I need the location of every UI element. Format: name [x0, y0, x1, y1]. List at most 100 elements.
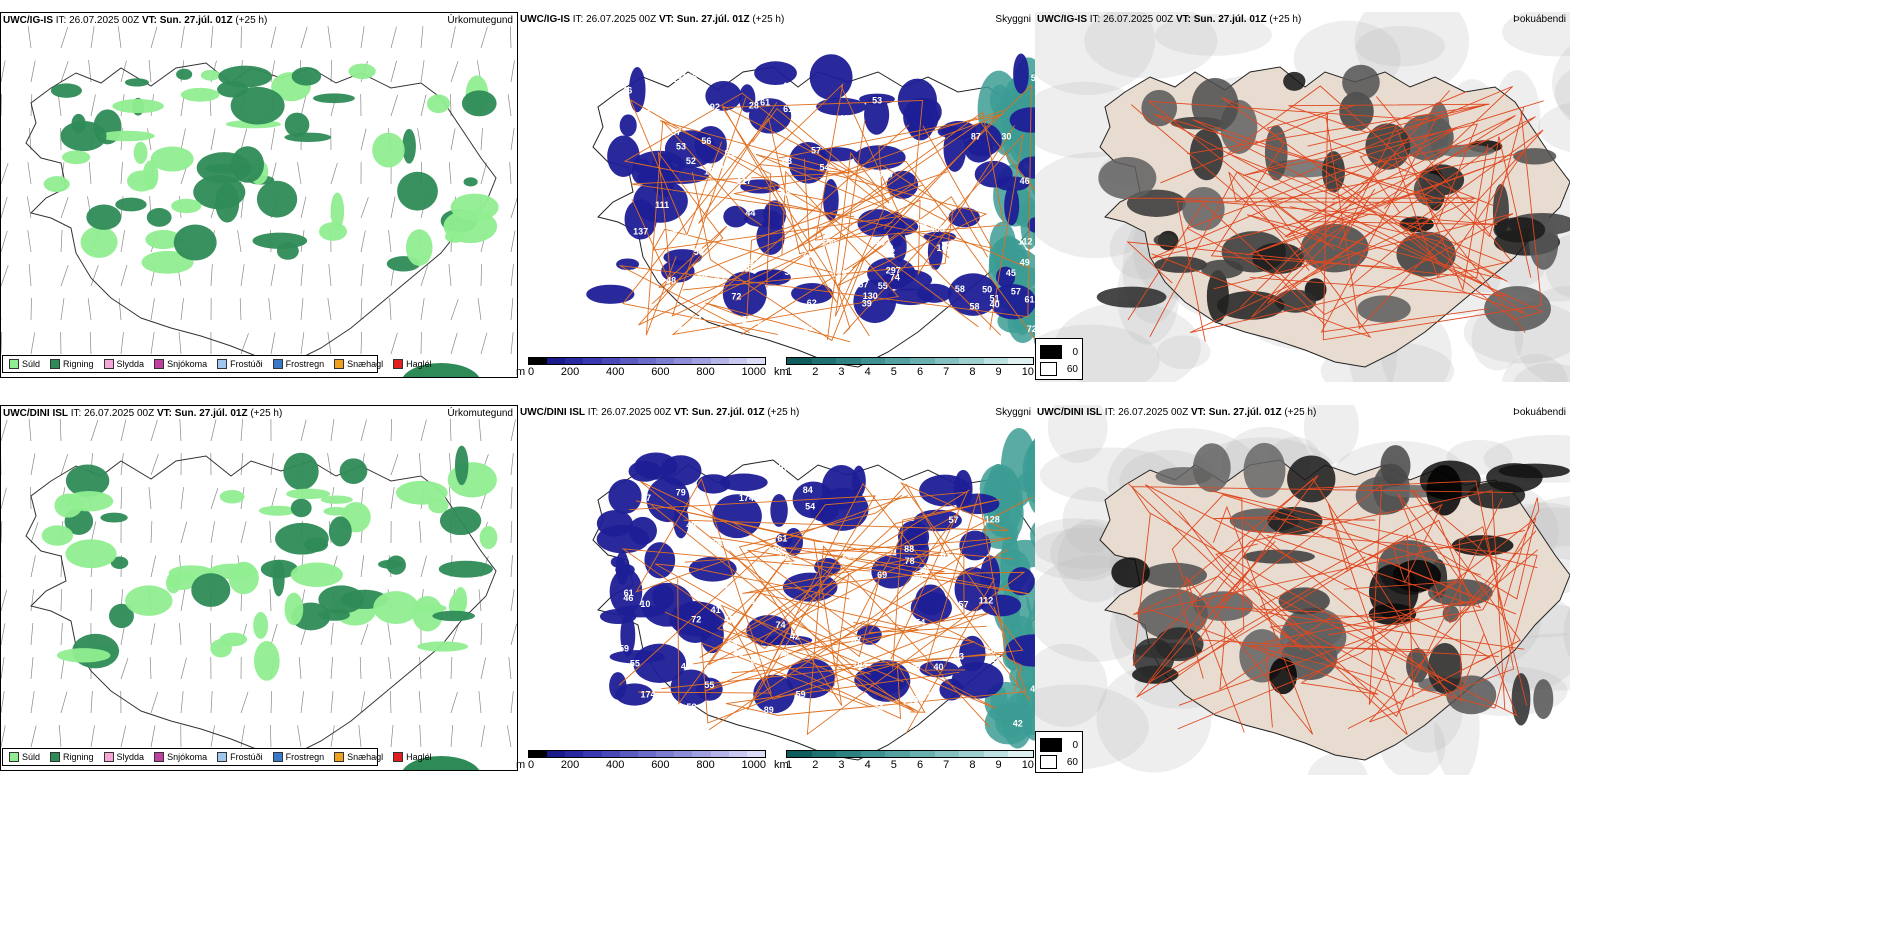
precip-area — [291, 67, 322, 86]
precip-area — [318, 222, 347, 241]
ceiling-value-label: 174 — [640, 690, 655, 700]
legend-label: Haglél — [406, 359, 432, 369]
colorbar-tick: 400 — [606, 759, 625, 771]
ceiling-value-label: 57 — [958, 599, 968, 609]
precip-map — [1, 25, 517, 377]
init-time: IT: 26.07.2025 00Z — [1089, 14, 1174, 25]
precip-area — [284, 592, 304, 626]
precip-area — [56, 648, 111, 663]
legend-item: Slydda — [103, 359, 145, 369]
ceiling-value-label: 66 — [713, 538, 723, 548]
valid-time-label: VT: — [141, 15, 157, 26]
precip-area — [200, 69, 220, 81]
ceiling-value-label: 55 — [630, 658, 640, 668]
colorbar-tick: 800 — [696, 759, 715, 771]
precip-area — [328, 516, 352, 547]
ceiling-value-label: 45 — [789, 463, 799, 473]
legend-item: Rigning — [50, 752, 94, 762]
fog-index-legend: 0 60 — [1035, 338, 1083, 380]
precip-area — [215, 183, 240, 223]
precip-area — [372, 132, 405, 168]
legend-label: Haglél — [406, 752, 432, 762]
precip-area — [253, 640, 280, 681]
ceiling-value-label: 72 — [727, 595, 737, 605]
ceiling-value-label: 46 — [622, 85, 632, 95]
colorbar-tick: 6 — [916, 759, 924, 771]
legend-label: 60 — [1066, 363, 1078, 375]
legend-item: Snæhagl — [334, 359, 383, 369]
colorbar-tick: 1000 — [741, 366, 766, 378]
ceiling-value-label: 61 — [1024, 294, 1034, 304]
cloud-map-panel: UWC/IG-IS IT: 26.07.2025 00Z VT: Sun. 27… — [1035, 12, 1570, 394]
colorbar-tick: 6 — [916, 366, 924, 378]
ceiling-value-label: 59 — [796, 690, 806, 700]
ceiling-value-label: 46 — [1020, 176, 1030, 186]
colorbar-tick: 8 — [969, 759, 976, 771]
colorbar-tick: 600 — [651, 759, 670, 771]
field-name: Þokuábendi — [1513, 14, 1566, 25]
legend-item: Súld — [9, 359, 40, 369]
legend-item: Frostúði — [217, 359, 263, 369]
valid-time: Sun. 27.júl. 01Z — [1208, 407, 1282, 418]
precip-area — [196, 152, 252, 184]
precip-area — [180, 87, 220, 102]
ceiling-value-label: 44 — [745, 208, 755, 218]
precip-area — [397, 171, 438, 211]
precip-area — [171, 198, 202, 214]
legend-item: Snjókoma — [154, 752, 207, 762]
colorbar-tick: 4 — [864, 366, 871, 378]
panel-header: UWC/DINI ISL IT: 26.07.2025 00Z VT: Sun.… — [3, 408, 282, 419]
ceiling-value-label: 402 — [875, 238, 890, 248]
model-name: UWC/DINI ISL — [3, 408, 68, 419]
ceiling-value-label: 233 — [842, 550, 857, 560]
lead-time: (+25 h) — [235, 15, 268, 26]
legend-label: Rigning — [63, 752, 94, 762]
panel-header: UWC/DINI ISL IT: 26.07.2025 00Z VT: Sun.… — [520, 407, 799, 418]
precip-area — [373, 591, 419, 624]
ceiling-value-label: 46 — [795, 210, 805, 220]
ceiling-value-label: 57 — [949, 515, 959, 525]
ceiling-value-label: 71 — [802, 250, 812, 260]
precip-area — [86, 204, 122, 230]
ceiling-value-label: 57 — [858, 279, 868, 289]
ceiling-value-label: 63 — [782, 156, 792, 166]
ceiling-value-label: 45 — [657, 721, 667, 731]
precip-area — [463, 177, 478, 187]
legend-item: Frostúði — [217, 752, 263, 762]
ceiling-value-label: 57 — [667, 230, 677, 240]
legend-swatch — [9, 359, 19, 369]
legend-label: Slydda — [116, 359, 145, 369]
panel-header: UWC/IG-IS IT: 26.07.2025 00Z VT: Sun. 27… — [1037, 14, 1301, 25]
ceiling-value-label: 69 — [648, 128, 658, 138]
ceiling-value-label: 40 — [990, 300, 1000, 310]
ceiling-value-label: 65 — [751, 655, 761, 665]
ceiling-value-label: 58 — [955, 284, 965, 294]
colorbar-tick: 7 — [943, 366, 950, 378]
precip-area — [290, 562, 343, 587]
lead-time: (+25 h) — [1284, 407, 1317, 418]
legend-swatch — [154, 752, 165, 762]
colorbar-tick: 1000 — [741, 759, 766, 771]
valid-time: Sun. 27.júl. 01Z — [174, 408, 248, 419]
precip-area — [100, 512, 128, 523]
precip-area — [439, 506, 482, 536]
ceiling-value-label: 42 — [1013, 719, 1023, 729]
legend-label: Snjókoma — [167, 359, 208, 369]
ceiling-value-label: 92 — [710, 102, 720, 112]
precip-area — [284, 132, 332, 142]
ceiling-value-label: 48 — [681, 661, 691, 671]
init-time: IT: 26.07.2025 00Z — [572, 14, 657, 25]
ceiling-value-label: 37 — [729, 246, 739, 256]
precip-area — [115, 197, 147, 212]
precip-area — [112, 99, 164, 114]
ceiling-value-label: 48 — [724, 614, 734, 624]
precip-area — [290, 498, 312, 518]
ceiling-value-label: 84 — [803, 485, 813, 495]
colorbar-tick: 10 — [1021, 366, 1034, 378]
ceiling-value-label: 56 — [1031, 73, 1035, 83]
ceiling-value-label: 36 — [869, 76, 879, 86]
colorbar-tick: 7 — [943, 759, 950, 771]
precip-area — [64, 490, 114, 512]
precip-area — [218, 65, 273, 88]
ceiling-value-label: 52 — [686, 156, 696, 166]
